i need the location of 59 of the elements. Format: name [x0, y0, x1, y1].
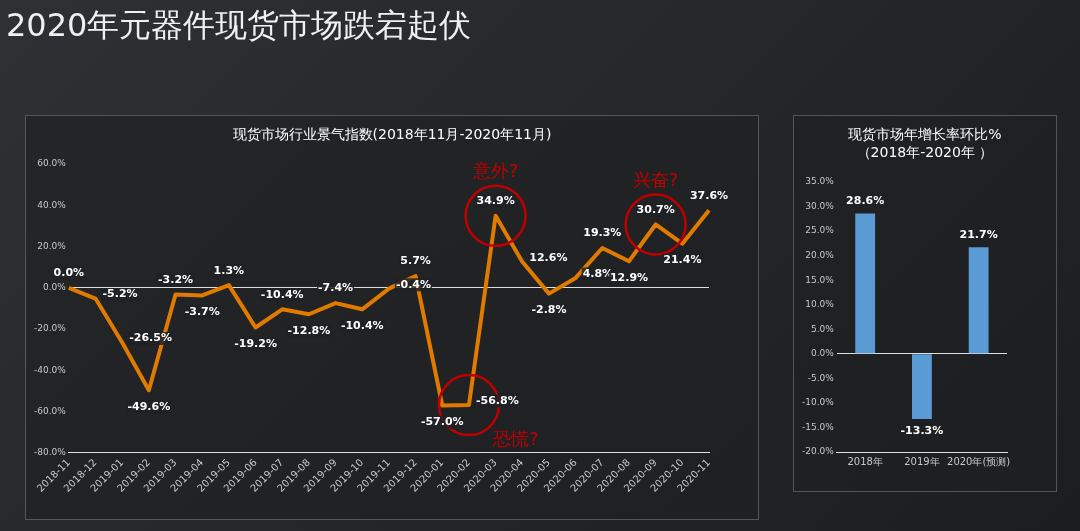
data-label: 28.6%	[846, 193, 885, 207]
annotation: 意外?	[471, 160, 519, 182]
y-tick-label: 0.0%	[42, 282, 67, 293]
annotation: 恐慌?	[491, 427, 539, 449]
data-label: -57.0%	[420, 414, 464, 428]
y-tick-label: -40.0%	[33, 364, 67, 375]
data-label: 0.0%	[53, 266, 85, 280]
data-label: -5.2%	[102, 287, 138, 301]
data-label: -3.7%	[184, 304, 220, 318]
chart-subtitle: 现货市场行业景气指数(2018年11月-2020年11月)	[231, 126, 553, 144]
data-label: -3.2%	[158, 272, 194, 286]
y-tick-label: 40.0%	[37, 199, 67, 210]
data-label: 30.7%	[636, 202, 675, 216]
data-label: 1.3%	[213, 263, 245, 277]
y-tick-label: -20.0%	[33, 323, 67, 334]
x-tick-label: 2019年	[904, 455, 940, 467]
bar	[855, 213, 876, 354]
data-label: -13.3%	[900, 424, 944, 438]
data-label: -26.5%	[129, 331, 172, 345]
chart-title: 现货市场年增长率环比%	[847, 126, 1003, 144]
data-label: 37.6%	[689, 188, 729, 202]
data-label: 12.6%	[529, 250, 568, 264]
y-tick-label: -60.0%	[33, 406, 67, 417]
y-tick-label: 0.0%	[810, 348, 835, 359]
data-label: -49.6%	[127, 399, 171, 413]
y-tick-label: -10.0%	[801, 397, 835, 408]
y-tick-label: -20.0%	[801, 446, 835, 457]
data-label: 5.7%	[400, 254, 431, 268]
y-tick-label: -15.0%	[801, 421, 835, 432]
y-tick-label: 10.0%	[805, 299, 835, 310]
y-tick-label: 25.0%	[805, 225, 835, 236]
y-tick-label: 5.0%	[810, 323, 835, 334]
data-label: 21.4%	[663, 253, 702, 267]
chart-subtitle: （2018年-2020年 ）	[855, 144, 995, 162]
data-label: -0.4%	[395, 277, 431, 291]
y-tick-label: 20.0%	[805, 249, 835, 260]
y-tick-label: 35.0%	[805, 176, 835, 187]
data-label: -19.2%	[234, 336, 277, 350]
y-tick-label: 30.0%	[805, 200, 835, 211]
x-tick-label: 2018年	[847, 455, 883, 467]
chart-title: 2020年元器件现货市场跌宕起伏	[6, 5, 472, 46]
bar	[968, 247, 989, 354]
y-tick-label: 20.0%	[37, 240, 67, 251]
data-label: 21.7%	[959, 227, 998, 241]
data-label: -56.8%	[475, 393, 519, 407]
y-tick-label: 60.0%	[37, 158, 67, 169]
y-tick-label: 15.0%	[805, 274, 835, 285]
data-label: -12.8%	[287, 323, 331, 337]
data-label: 34.9%	[476, 194, 515, 208]
y-tick-label: -80.0%	[33, 447, 67, 458]
data-label: -10.4%	[260, 287, 304, 301]
annotation: 兴奋?	[632, 169, 679, 191]
bar	[911, 354, 932, 420]
data-label: -2.8%	[531, 302, 567, 316]
y-tick-label: -5.0%	[807, 372, 835, 383]
data-label: 19.3%	[583, 226, 622, 240]
data-label: -7.4%	[318, 281, 354, 295]
data-label: -10.4%	[340, 318, 384, 332]
x-tick-label: 2020年(预测)	[947, 455, 1011, 467]
